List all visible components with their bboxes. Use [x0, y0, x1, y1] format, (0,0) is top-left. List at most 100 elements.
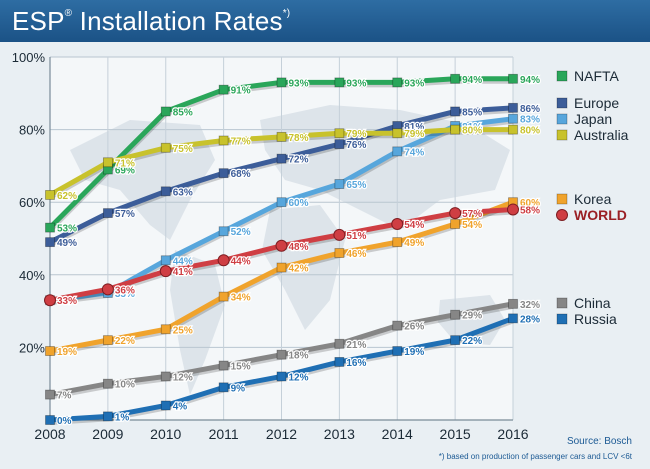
- data-point-nafta: [45, 222, 55, 233]
- data-point-china: [45, 389, 55, 400]
- data-label-china: 18%: [289, 351, 309, 362]
- x-tick-label: 2016: [497, 426, 528, 442]
- data-point-russia: [276, 371, 287, 382]
- data-label-australia: 79%: [346, 129, 366, 140]
- title-bar: ESP® Installation Rates*): [0, 0, 650, 42]
- data-point-world: [275, 239, 288, 252]
- data-point-australia: [160, 142, 171, 153]
- data-point-nafta: [392, 77, 403, 88]
- data-label-korea: 19%: [57, 347, 77, 358]
- title-main: ESP: [12, 6, 65, 36]
- y-tick-label: 80%: [19, 123, 45, 138]
- data-label-korea: 60%: [520, 198, 540, 209]
- data-point-australia: [218, 135, 229, 146]
- data-point-japan: [508, 113, 518, 124]
- legend-marker-world: [556, 209, 568, 221]
- data-point-australia: [508, 124, 518, 135]
- data-label-world: 36%: [115, 285, 135, 296]
- x-tick-label: 2010: [150, 426, 181, 442]
- data-point-japan: [160, 255, 171, 266]
- data-label-korea: 34%: [231, 293, 251, 304]
- data-point-world: [449, 207, 462, 220]
- data-point-russia: [334, 357, 345, 367]
- data-point-australia: [102, 157, 113, 168]
- data-label-europe: 86%: [520, 104, 540, 115]
- x-tick-label: 2013: [324, 426, 355, 442]
- data-point-china: [102, 378, 113, 389]
- chart-title: ESP® Installation Rates*): [12, 6, 290, 37]
- y-tick-label: 100%: [12, 50, 46, 65]
- data-point-korea: [276, 262, 287, 273]
- data-label-nafta: 85%: [173, 107, 193, 118]
- legend-label-world: WORLD: [574, 207, 627, 223]
- data-label-japan: 52%: [231, 227, 251, 238]
- data-label-japan: 33%: [57, 296, 77, 307]
- legend-marker-korea: [556, 193, 568, 205]
- data-label-korea: 42%: [289, 264, 309, 275]
- data-label-australia: 80%: [520, 126, 540, 137]
- legend-marker-russia: [556, 313, 568, 325]
- data-point-russia: [102, 411, 113, 422]
- legend-label-korea: Korea: [574, 191, 612, 207]
- legend-label-australia: Australia: [574, 127, 629, 143]
- data-label-korea: 25%: [173, 325, 193, 336]
- registered-mark: ®: [64, 8, 73, 19]
- data-label-japan: 65%: [346, 180, 366, 191]
- legend-label-nafta: NAFTA: [574, 68, 620, 84]
- data-label-europe: 63%: [173, 187, 193, 198]
- data-point-europe: [218, 168, 229, 179]
- continent-north-america: [70, 120, 215, 240]
- data-label-china: 12%: [173, 372, 193, 383]
- footnote: *) based on production of passenger cars…: [438, 452, 632, 461]
- data-point-russia: [392, 346, 403, 356]
- data-label-world: 51%: [346, 231, 366, 242]
- data-point-australia: [450, 124, 461, 135]
- x-tick-label: 2012: [266, 426, 297, 442]
- data-label-world: 58%: [520, 205, 540, 216]
- data-label-japan: 74%: [404, 147, 424, 158]
- data-label-australia: 79%: [404, 129, 424, 140]
- data-label-china: 10%: [115, 380, 135, 391]
- y-tick-label: 40%: [19, 268, 45, 283]
- data-label-russia: 19%: [404, 347, 424, 358]
- data-point-korea: [392, 237, 403, 248]
- data-label-australia: 62%: [57, 191, 77, 202]
- data-point-europe: [334, 139, 345, 150]
- data-label-russia: 28%: [520, 314, 540, 325]
- data-point-china: [334, 338, 345, 349]
- data-point-nafta: [276, 77, 287, 88]
- data-label-japan: 83%: [520, 115, 540, 126]
- data-point-russia: [450, 335, 461, 346]
- data-point-australia: [392, 128, 403, 139]
- data-point-europe: [450, 106, 461, 117]
- data-point-world: [217, 254, 230, 267]
- data-point-korea: [160, 324, 171, 335]
- data-label-europe: 49%: [57, 238, 77, 249]
- data-point-australia: [276, 131, 287, 142]
- line-chart: 20% 40% 60% 80% 100% 2008 2009 2010 2011 2012 2013…: [12, 50, 629, 442]
- data-label-japan: 60%: [289, 198, 309, 209]
- legend-marker-europe: [556, 97, 568, 109]
- data-label-korea: 46%: [346, 249, 366, 260]
- data-point-russia: [508, 313, 518, 324]
- data-point-russia: [218, 382, 229, 393]
- data-point-europe: [160, 186, 171, 197]
- data-point-world: [391, 217, 404, 230]
- data-point-nafta: [450, 73, 461, 84]
- legend-marker-australia: [556, 129, 568, 141]
- data-point-korea: [45, 346, 55, 356]
- data-label-china: 29%: [462, 311, 482, 322]
- data-label-world: 41%: [173, 267, 193, 278]
- title-rest: Installation Rates: [72, 6, 283, 36]
- data-label-china: 21%: [346, 340, 366, 351]
- legend-label-russia: Russia: [574, 311, 617, 327]
- data-point-japan: [392, 146, 403, 157]
- data-label-europe: 85%: [462, 107, 482, 118]
- legend-label-china: China: [574, 295, 611, 311]
- x-tick-label: 2015: [440, 426, 471, 442]
- data-label-world: 54%: [404, 220, 424, 231]
- data-point-korea: [102, 335, 113, 346]
- legend-marker-china: [556, 297, 568, 309]
- data-point-china: [392, 320, 403, 331]
